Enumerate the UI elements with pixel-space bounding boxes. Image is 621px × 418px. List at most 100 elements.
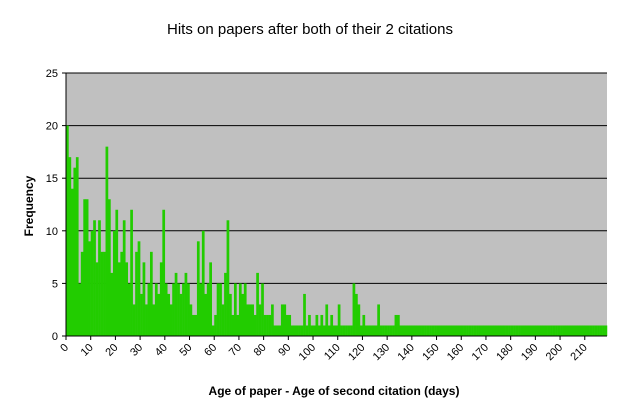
- bar: [493, 325, 497, 336]
- x-tick-label: 110: [322, 342, 343, 363]
- bar: [577, 325, 581, 336]
- bar: [283, 304, 287, 336]
- bar: [275, 325, 279, 336]
- bar: [231, 314, 235, 336]
- bar: [132, 304, 136, 336]
- bar: [112, 230, 116, 336]
- bar: [359, 325, 363, 336]
- bar: [88, 241, 91, 336]
- bar: [552, 325, 556, 336]
- x-tick-label: 160: [445, 342, 466, 363]
- bar: [224, 272, 227, 336]
- bar: [271, 304, 274, 336]
- bar: [293, 325, 296, 336]
- bar: [387, 325, 390, 336]
- bar: [278, 325, 282, 336]
- bar: [125, 262, 129, 336]
- bar: [248, 304, 252, 336]
- bar: [518, 325, 521, 336]
- y-tick-labels: 0 5 10 15 20 25: [46, 68, 66, 343]
- bar: [532, 325, 536, 336]
- bar: [488, 325, 492, 336]
- bar: [191, 314, 195, 336]
- bar: [587, 325, 590, 336]
- bar: [263, 314, 267, 336]
- bar: [214, 314, 217, 336]
- bar: [557, 325, 561, 336]
- x-tick-label: 130: [371, 342, 392, 363]
- bar: [122, 220, 126, 336]
- bar: [187, 283, 190, 336]
- bar: [184, 272, 188, 336]
- bar: [332, 325, 336, 336]
- bar: [367, 325, 371, 336]
- bar: [515, 325, 519, 336]
- bar: [416, 325, 420, 336]
- bar: [584, 325, 588, 336]
- bar: [510, 325, 514, 336]
- bar: [572, 325, 576, 336]
- bar: [120, 251, 124, 336]
- bar: [369, 325, 373, 336]
- bar: [453, 325, 457, 336]
- bar: [424, 325, 427, 336]
- bar: [476, 325, 479, 336]
- bar: [481, 325, 484, 336]
- x-tick-label: 210: [568, 342, 589, 363]
- bar: [542, 325, 546, 336]
- bar: [431, 325, 435, 336]
- bar: [80, 251, 84, 336]
- bar: [233, 283, 237, 336]
- x-tick-label: 20: [103, 342, 120, 359]
- bar: [157, 293, 161, 336]
- bar: [540, 325, 544, 336]
- bar: [389, 325, 393, 336]
- bar: [154, 283, 158, 336]
- bar: [345, 325, 348, 336]
- x-tick-label: 180: [494, 342, 515, 363]
- y-tick-label: 10: [46, 226, 58, 238]
- bar: [320, 314, 324, 336]
- axes: [65, 73, 607, 337]
- bar: [256, 272, 259, 336]
- x-tick-label: 100: [297, 342, 318, 363]
- bar: [498, 325, 502, 336]
- x-tick-label: 30: [128, 342, 145, 359]
- bar: [172, 283, 175, 336]
- x-tick-label: 10: [79, 342, 96, 359]
- bar: [355, 293, 358, 336]
- bar: [392, 325, 395, 336]
- bar: [241, 293, 245, 336]
- bar: [127, 283, 131, 336]
- bar: [179, 293, 183, 336]
- bar: [110, 272, 114, 336]
- x-tick-labels: 0 10 20 30 40 50 60 70 80 90 100 110 120 130 140 150 160…: [58, 336, 590, 363]
- bar: [140, 293, 143, 336]
- bar: [251, 304, 254, 336]
- bar: [537, 325, 541, 336]
- bar: [574, 325, 578, 336]
- x-tick-label: 90: [276, 342, 293, 359]
- bar: [503, 325, 506, 336]
- x-tick-label: 120: [346, 342, 367, 363]
- bar: [429, 325, 432, 336]
- bar: [85, 199, 89, 336]
- bar: [439, 325, 442, 336]
- bar: [364, 325, 368, 336]
- bar: [325, 304, 329, 336]
- bar: [414, 325, 418, 336]
- bar: [485, 325, 489, 336]
- bar: [513, 325, 516, 336]
- bar: [592, 325, 595, 336]
- bar: [182, 283, 185, 336]
- bar: [290, 325, 294, 336]
- bar: [243, 283, 247, 336]
- bar: [461, 325, 464, 336]
- bar: [550, 325, 553, 336]
- bar: [441, 325, 445, 336]
- x-tick-label: 150: [420, 342, 441, 363]
- bar: [466, 325, 469, 336]
- bar: [130, 209, 133, 336]
- bar: [162, 209, 166, 336]
- bar: [342, 325, 346, 336]
